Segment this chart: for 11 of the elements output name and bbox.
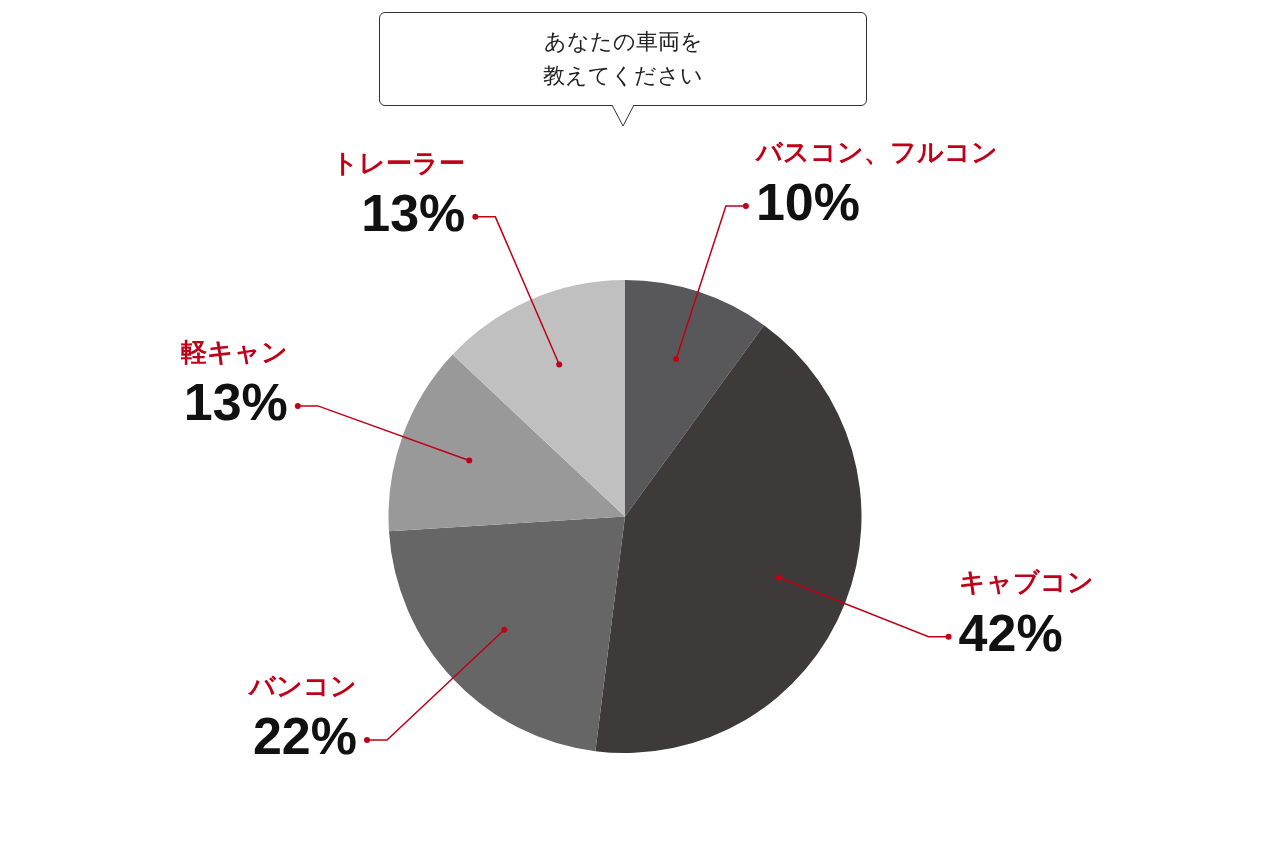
slice-label: バスコン、フルコン	[753, 136, 998, 167]
data-label: 13%	[361, 184, 466, 243]
slice-label: バンコン	[246, 670, 357, 701]
data-label: 13%	[183, 373, 288, 432]
data-label: 22%	[252, 707, 357, 766]
slice-label: トレーラー	[332, 147, 466, 178]
data-label: 42%	[958, 604, 1063, 663]
slice-label: キャブコン	[958, 567, 1094, 598]
data-label: 10%	[755, 173, 860, 232]
chart-title: あなたの車両を教えてください	[543, 28, 703, 90]
slice-label: 軽キャン	[180, 336, 288, 367]
